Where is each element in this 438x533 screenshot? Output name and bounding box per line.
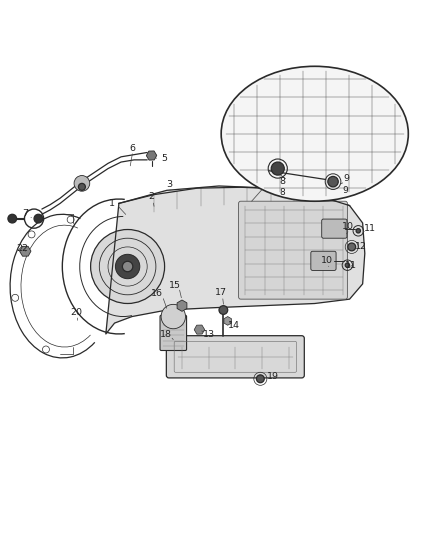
FancyBboxPatch shape [160,315,187,351]
Circle shape [91,230,165,303]
Text: 9: 9 [343,174,350,183]
Circle shape [345,263,350,268]
Circle shape [256,375,264,383]
Text: 13: 13 [203,330,215,340]
Text: 2: 2 [148,192,155,201]
FancyBboxPatch shape [322,219,347,238]
Circle shape [122,261,133,272]
Polygon shape [106,186,365,334]
Text: 12: 12 [354,241,367,251]
Text: 5: 5 [162,154,168,163]
FancyBboxPatch shape [239,201,347,299]
FancyBboxPatch shape [166,336,304,378]
Circle shape [78,183,85,190]
Text: 15: 15 [169,281,181,290]
Circle shape [74,175,90,191]
Text: 22: 22 [16,244,28,253]
Text: 10: 10 [342,222,354,231]
Text: 1: 1 [110,199,115,208]
Text: 19: 19 [268,372,279,381]
Text: 16: 16 [151,289,163,298]
Circle shape [348,243,356,251]
FancyBboxPatch shape [311,251,336,270]
Text: 10: 10 [321,256,333,265]
Text: 11: 11 [345,261,357,270]
Text: 9: 9 [343,186,348,195]
Text: 7: 7 [22,209,28,218]
Circle shape [328,176,338,187]
Text: 17: 17 [215,288,227,297]
Text: 11: 11 [364,224,376,233]
Ellipse shape [221,66,408,201]
Circle shape [271,162,284,175]
Circle shape [161,304,185,329]
Text: 3: 3 [166,180,172,189]
Circle shape [116,254,140,279]
Circle shape [34,214,43,223]
Circle shape [219,305,228,314]
Text: 18: 18 [160,330,172,340]
Text: 14: 14 [228,321,240,330]
Text: 8: 8 [279,188,285,197]
Text: 6: 6 [130,143,136,152]
Text: 20: 20 [70,308,82,317]
Circle shape [356,229,360,233]
Text: 8: 8 [279,177,285,186]
Circle shape [8,214,17,223]
